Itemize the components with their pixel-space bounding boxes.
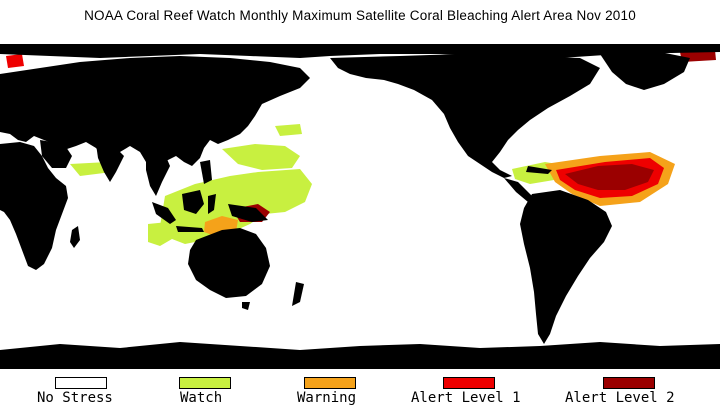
land-india [96,144,124,182]
land-sulawesi [208,194,216,214]
watch-area-south-china-sea [222,144,300,170]
land-north-america [330,54,600,178]
land-arabia [40,140,72,168]
alert1-area-arctic [6,54,24,68]
land-central-america [504,178,536,202]
legend-swatch-watch [179,377,231,389]
land-eurasia [0,56,310,166]
land-japan [238,100,256,126]
land-madagascar [70,226,80,248]
watch-area-north-pacific [275,124,302,136]
legend-swatch-alert-level-1 [443,377,495,389]
land-new-guinea [228,204,268,222]
map-title: NOAA Coral Reef Watch Monthly Maximum Sa… [84,8,636,23]
legend-label-alert-level-2: Alert Level 2 [565,390,675,406]
land-africa [0,142,68,270]
land-australia [188,228,270,298]
land-java [176,226,204,232]
legend-swatch-no-stress [55,377,107,389]
land-cuba [526,166,552,174]
land-new-zealand [292,282,304,306]
land-indochina [146,148,170,196]
world-alert-map [0,44,720,369]
legend-label-warning: Warning [297,390,357,406]
legend-label-alert-level-1: Alert Level 1 [411,390,521,406]
legend-label-no-stress: No Stress [37,390,113,406]
alert2-area-tropical-atlantic [565,164,654,190]
land-philippines [200,160,212,184]
legend-label-watch: Watch [180,390,223,406]
land-tasmania [242,302,250,310]
watch-area-indian-ocean [148,222,172,246]
land-greenland [600,52,690,90]
land-sumatra [152,202,176,224]
land-south-america [520,190,612,344]
legend-swatch-warning [304,377,356,389]
land [0,44,720,369]
land-antarctica [0,342,720,369]
land-borneo [182,190,204,214]
legend-swatch-alert-level-2 [603,377,655,389]
